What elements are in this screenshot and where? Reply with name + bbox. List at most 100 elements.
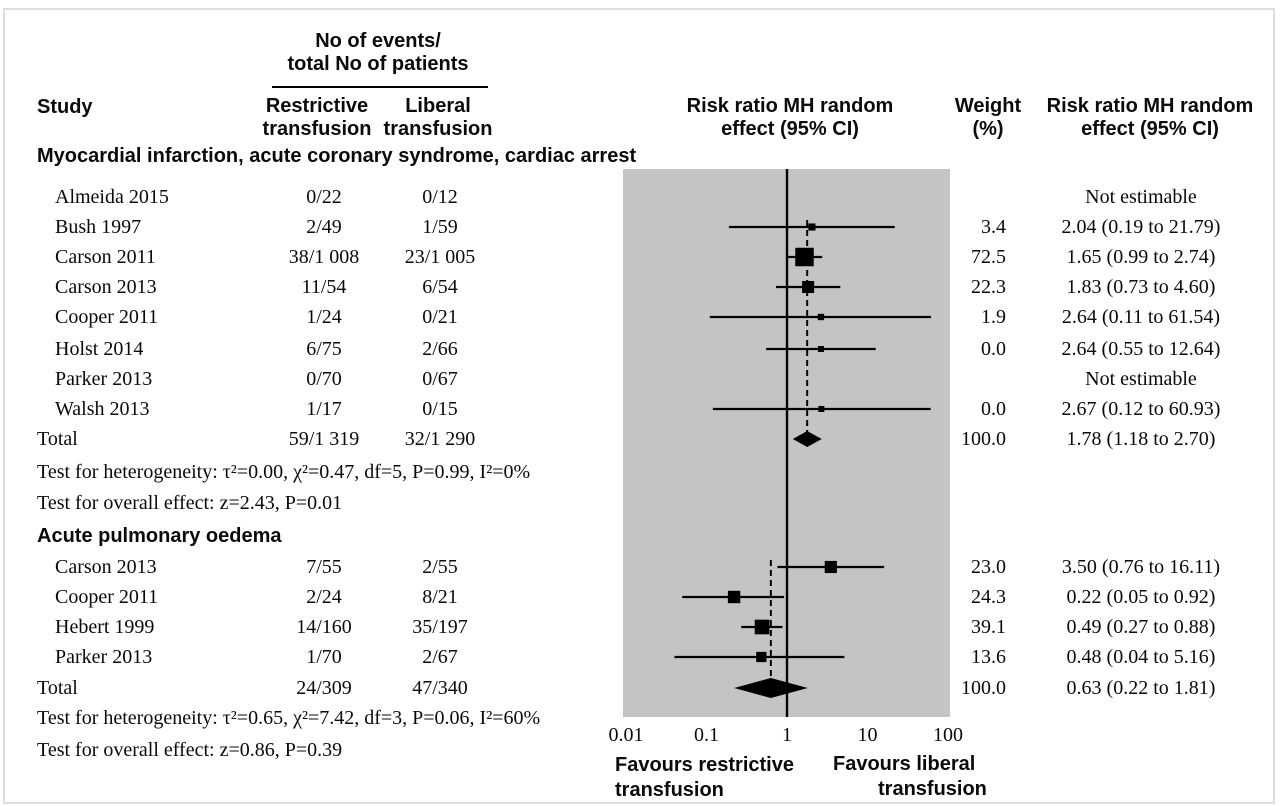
liberal-events-cell: 47/340 [412, 677, 468, 699]
restrictive-events-cell: 2/49 [306, 216, 342, 238]
axis-tick-label: 10 [857, 724, 878, 746]
liberal-events-cell: 23/1 005 [404, 246, 476, 268]
weight-cell: 0.0 [981, 338, 1006, 360]
risk-ratio-cell: 2.67 (0.12 to 60.93) [1061, 398, 1221, 420]
restrictive-events-cell: 1/70 [306, 646, 342, 668]
study-name-cell: Cooper 2011 [55, 586, 159, 608]
events-header-line2: total No of patients [287, 53, 469, 75]
risk-ratio-cell: 0.63 (0.22 to 1.81) [1066, 677, 1216, 699]
liberal-events-cell: 2/66 [422, 338, 458, 360]
liberal-events-cell: 8/21 [422, 586, 458, 608]
risk-ratio-cell: 0.48 (0.04 to 5.16) [1066, 646, 1216, 668]
plot-header-line1: Risk ratio MH random [686, 95, 894, 117]
weight-cell: 24.3 [971, 586, 1006, 608]
risk-ratio-column-header: Risk ratio MH random effect (95% CI) [1020, 95, 1280, 141]
events-header-line1: No of events/ [315, 30, 441, 52]
restrictive-events-cell: 11/54 [301, 276, 347, 298]
weight-column-header: Weight (%) [938, 95, 1038, 141]
study-name-cell: Hebert 1999 [55, 616, 155, 638]
restrictive-events-cell: 7/55 [306, 556, 342, 578]
overall-effect-test-text: Test for overall effect: z=2.43, P=0.01 [37, 492, 343, 514]
axis-tick-label: 0.1 [694, 724, 719, 746]
risk-ratio-cell: 0.49 (0.27 to 0.88) [1066, 616, 1216, 638]
liberal-events-cell: 2/55 [422, 556, 458, 578]
restrictive-events-cell: 0/70 [306, 368, 342, 390]
risk-ratio-cell: 2.64 (0.11 to 61.54) [1061, 306, 1221, 328]
study-column-header: Study [37, 96, 93, 118]
weight-header-line2: (%) [972, 118, 1004, 140]
liberal-events-cell: 0/67 [422, 368, 458, 390]
restrictive-events-cell: 38/1 008 [288, 246, 360, 268]
risk-ratio-cell: 2.04 (0.19 to 21.79) [1061, 216, 1221, 238]
rr-header-line1: Risk ratio MH random [1046, 95, 1254, 117]
axis-tick-label: 0.01 [608, 724, 644, 746]
restrictive-events-cell: 1/24 [306, 306, 342, 328]
favours-liberal-label-line2: transfusion [878, 778, 987, 800]
restrictive-events-cell: 2/24 [306, 586, 342, 608]
study-name-cell: Carson 2013 [55, 276, 157, 298]
restrictive-header-line2: transfusion [262, 118, 372, 140]
study-name-cell: Carson 2011 [55, 246, 156, 268]
study-name-cell: Almeida 2015 [55, 186, 169, 208]
risk-ratio-cell: 0.22 (0.05 to 0.92) [1066, 586, 1216, 608]
weight-cell: 1.9 [981, 306, 1006, 328]
liberal-events-cell: 6/54 [422, 276, 458, 298]
events-header: No of events/ total No of patients [238, 30, 518, 76]
weight-cell: 13.6 [971, 646, 1006, 668]
plot-column-header: Risk ratio MH random effect (95% CI) [660, 95, 920, 141]
weight-cell [886, 184, 1006, 210]
risk-ratio-cell: 1.78 (1.18 to 2.70) [1066, 428, 1216, 450]
risk-ratio-cell: Not estimable [1085, 186, 1197, 208]
events-header-underline [272, 86, 488, 88]
study-name-cell: Parker 2013 [55, 646, 153, 668]
study-name-cell: Bush 1997 [55, 216, 142, 238]
weight-cell: 0.0 [981, 398, 1006, 420]
weight-cell: 72.5 [971, 246, 1006, 268]
restrictive-events-cell: 0/22 [306, 186, 342, 208]
restrictive-events-cell: 24/309 [296, 677, 352, 699]
study-name-cell: Parker 2013 [55, 368, 153, 390]
section-header: Acute pulmonary oedema [37, 525, 282, 547]
liberal-events-cell: 32/1 290 [404, 428, 476, 450]
study-name-cell: Cooper 2011 [55, 306, 159, 328]
restrictive-events-cell: 14/160 [296, 616, 352, 638]
restrictive-events-cell: 59/1 319 [288, 428, 360, 450]
heterogeneity-test-text: Test for heterogeneity: τ²=0.65, χ²=7.42… [37, 707, 541, 729]
risk-ratio-cell: 3.50 (0.76 to 16.11) [1061, 556, 1221, 578]
favours-left-line2: transfusion [615, 779, 724, 801]
risk-ratio-cell: 1.83 (0.73 to 4.60) [1066, 276, 1216, 298]
rr-header-line2: effect (95% CI) [1081, 118, 1219, 140]
liberal-header-line2: transfusion [383, 118, 493, 140]
weight-cell: 23.0 [971, 556, 1006, 578]
total-label: Total [37, 677, 78, 699]
liberal-events-cell: 35/197 [412, 616, 468, 638]
weight-cell [886, 366, 1006, 392]
section-header: Myocardial infarction, acute coronary sy… [37, 145, 637, 167]
total-label: Total [37, 428, 78, 450]
plot-header-line2: effect (95% CI) [721, 118, 859, 140]
weight-header-line1: Weight [954, 95, 1022, 117]
liberal-events-cell: 0/12 [422, 186, 458, 208]
restrictive-header-line1: Restrictive [265, 95, 369, 117]
risk-ratio-cell: 1.65 (0.99 to 2.74) [1066, 246, 1216, 268]
liberal-column-header: Liberal transfusion [358, 95, 518, 141]
favours-liberal-label-line1: Favours liberal [833, 753, 976, 775]
favours-restrictive-label: Favours restrictive transfusion [615, 753, 794, 803]
weight-cell: 39.1 [971, 616, 1006, 638]
liberal-events-cell: 2/67 [422, 646, 458, 668]
axis-tick-label: 1 [782, 724, 792, 746]
study-name-cell: Walsh 2013 [55, 398, 150, 420]
liberal-events-cell: 0/15 [422, 398, 458, 420]
weight-cell: 100.0 [961, 428, 1006, 450]
heterogeneity-test-text: Test for heterogeneity: τ²=0.00, χ²=0.47… [37, 461, 531, 483]
figure-frame [3, 8, 1275, 804]
restrictive-events-cell: 1/17 [306, 398, 342, 420]
weight-cell: 22.3 [971, 276, 1006, 298]
risk-ratio-cell: Not estimable [1085, 368, 1197, 390]
restrictive-column-header: Restrictive transfusion [237, 95, 397, 141]
liberal-events-cell: 1/59 [422, 216, 458, 238]
weight-cell: 100.0 [961, 677, 1006, 699]
risk-ratio-cell: 2.64 (0.55 to 12.64) [1061, 338, 1221, 360]
weight-cell: 3.4 [981, 216, 1006, 238]
